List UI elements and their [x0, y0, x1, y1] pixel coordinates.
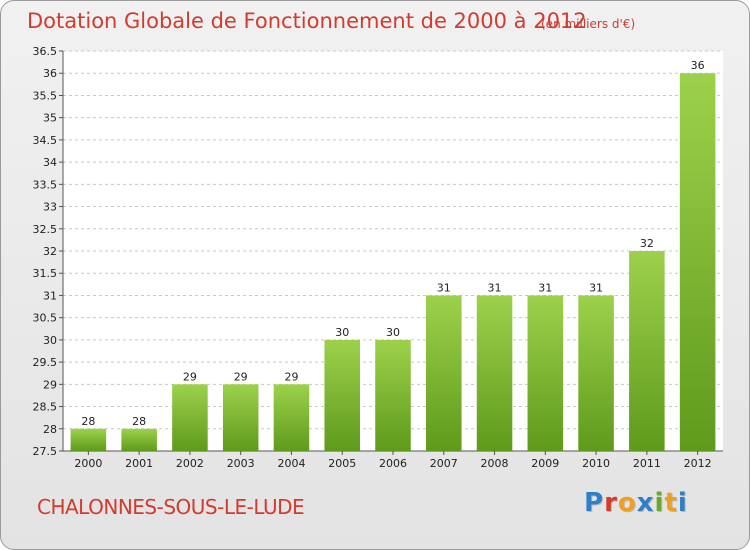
proxiti-logo: Proxiti — [584, 488, 688, 518]
y-tick-label: 30.5 — [33, 312, 58, 325]
data-label: 29 — [234, 370, 248, 383]
bar — [324, 339, 360, 451]
logo-letter: o — [617, 488, 637, 518]
y-tick-label: 34 — [43, 156, 57, 169]
x-tick-label: 2010 — [582, 457, 610, 470]
data-label: 28 — [132, 415, 146, 428]
x-tick-label: 2009 — [531, 457, 559, 470]
x-tick-label: 2008 — [481, 457, 509, 470]
x-tick-label: 2006 — [379, 457, 407, 470]
y-tick-label: 28.5 — [33, 401, 58, 414]
x-tick-label: 2000 — [74, 457, 102, 470]
commune-name: CHALONNES-SOUS-LE-LUDE — [37, 495, 305, 519]
x-tick-label: 2011 — [633, 457, 661, 470]
x-tick-label: 2007 — [430, 457, 458, 470]
x-tick-label: 2005 — [328, 457, 356, 470]
y-tick-label: 29.5 — [33, 356, 58, 369]
logo-letter: t — [664, 488, 678, 518]
bar — [629, 251, 665, 451]
y-tick-label: 29 — [43, 378, 57, 391]
logo-letter: r — [604, 488, 618, 518]
y-tick-label: 33.5 — [33, 178, 58, 191]
logo-letter: i — [677, 488, 688, 518]
x-tick-label: 2003 — [227, 457, 255, 470]
bar — [679, 73, 716, 451]
logo-letter: x — [636, 488, 655, 518]
data-label: 28 — [81, 415, 95, 428]
data-label: 31 — [538, 281, 552, 294]
bar — [121, 428, 157, 451]
y-tick-label: 31 — [43, 289, 57, 302]
chart-unit: (en milliers d'€) — [541, 17, 636, 31]
y-tick-label: 35 — [43, 112, 57, 125]
bar — [476, 295, 513, 451]
y-tick-label: 36.5 — [33, 45, 58, 58]
data-label: 29 — [284, 370, 298, 383]
data-label: 36 — [691, 59, 705, 72]
x-tick-label: 2001 — [125, 457, 153, 470]
x-tick-label: 2012 — [684, 457, 712, 470]
y-tick-label: 30 — [43, 334, 57, 347]
bar — [375, 339, 411, 451]
logo-letter: P — [584, 488, 605, 518]
y-tick-label: 35.5 — [33, 89, 58, 102]
data-label: 30 — [386, 326, 400, 339]
bar — [222, 384, 259, 451]
y-tick-label: 33 — [43, 201, 57, 214]
data-label: 30 — [335, 326, 349, 339]
data-label: 31 — [589, 281, 603, 294]
bar — [70, 428, 107, 451]
bar — [273, 384, 310, 451]
data-label: 31 — [488, 281, 502, 294]
bar — [578, 295, 614, 451]
y-tick-label: 34.5 — [33, 134, 58, 147]
x-tick-label: 2004 — [277, 457, 305, 470]
bar — [527, 295, 564, 451]
y-tick-label: 31.5 — [33, 267, 58, 280]
y-tick-label: 32 — [43, 245, 57, 258]
y-tick-label: 27.5 — [33, 445, 58, 458]
x-tick-label: 2002 — [176, 457, 204, 470]
y-tick-label: 28 — [43, 423, 57, 436]
bar — [172, 384, 208, 451]
y-tick-label: 36 — [43, 67, 57, 80]
logo-letter: i — [654, 488, 665, 518]
data-label: 29 — [183, 370, 197, 383]
y-tick-label: 32.5 — [33, 223, 58, 236]
chart-title: Dotation Globale de Fonctionnement de 20… — [27, 9, 587, 33]
data-label: 32 — [640, 237, 654, 250]
data-label: 31 — [437, 281, 451, 294]
bar — [426, 295, 462, 451]
